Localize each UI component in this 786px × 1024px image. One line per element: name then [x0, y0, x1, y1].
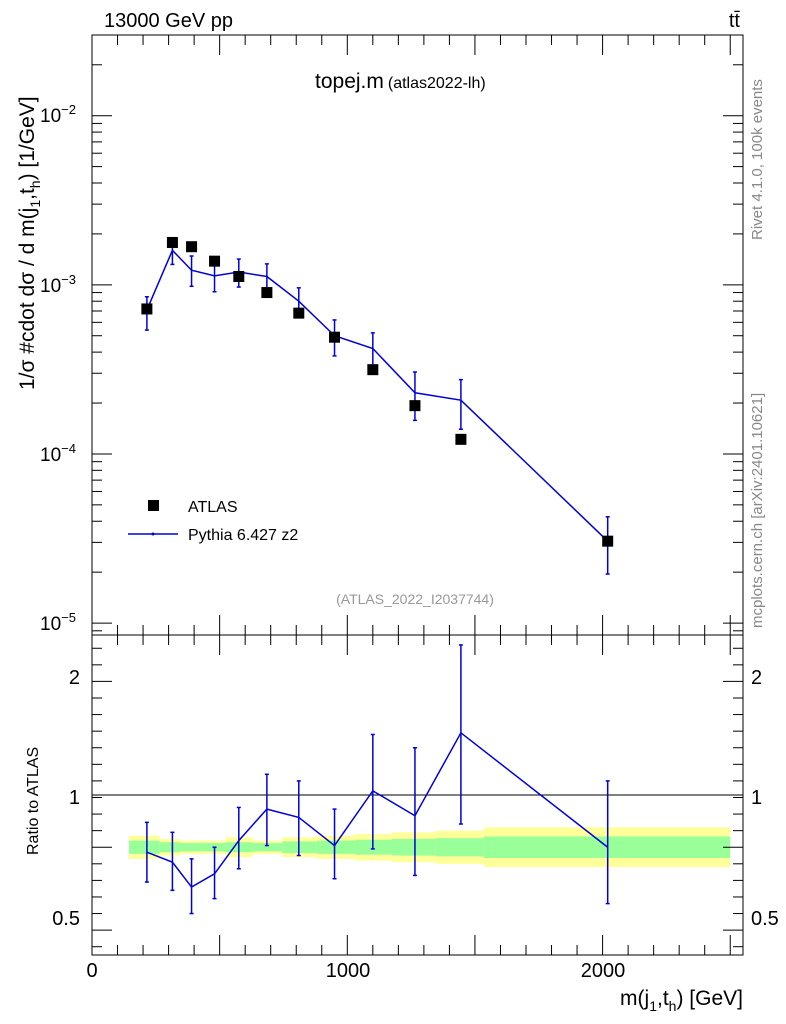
mcplots-label: mcplots.cern.ch [arXiv:2401.10621]: [749, 393, 766, 628]
main-axis-ticks: [91, 34, 743, 635]
x-axis-title: m(j1,th) [GeV]: [620, 987, 743, 1014]
atlas-point-11: [602, 535, 614, 547]
atlas-point-10: [455, 433, 467, 445]
main-atlas-series: [141, 236, 614, 547]
atlas-point-8: [367, 364, 379, 376]
rivet-label: Rivet 4.1.0, 100k events: [749, 79, 766, 240]
ratio-uncertainty-bands: [129, 827, 731, 868]
ratio-band-green-10: [435, 838, 484, 857]
legend-atlas-label: ATLAS: [188, 499, 238, 516]
ratio-pythia-line: [146, 731, 609, 888]
legend-atlas-marker: [148, 500, 159, 511]
ytick-label-1e-3: 10−3: [40, 272, 76, 297]
ratio-band-green-1: [159, 842, 181, 853]
ratio-ytick-1-left: 1: [69, 787, 80, 809]
ytick-label-1e-4: 10−4: [40, 441, 76, 466]
ratio-band-green-2: [180, 843, 202, 852]
atlas-point-6: [293, 307, 305, 319]
ratio-band-green-7: [316, 840, 355, 854]
xtick-label-2000: 2000: [581, 960, 626, 982]
ytick-label-1e-5: 10−5: [40, 610, 76, 635]
atlas-point-4: [233, 270, 245, 282]
ratio-band-green-9: [391, 838, 436, 856]
ratio-y-axis-title: Ratio to ATLAS: [25, 747, 42, 855]
atlas-point-5: [261, 287, 273, 299]
ratio-ytick-2-left: 2: [69, 667, 80, 689]
ratio-pythia-series: [144, 644, 610, 915]
ratio-ytick-2-right: 2: [751, 667, 762, 689]
legend-pythia-marker: [151, 532, 155, 536]
ratio-ytick-05-left: 0.5: [52, 908, 80, 930]
main-pythia-line: [146, 248, 609, 542]
xtick-label-0: 0: [86, 960, 97, 982]
energy-label: 13000 GeV pp: [104, 10, 233, 32]
main-frame: [91, 34, 744, 636]
ratio-ytick-05-right: 0.5: [751, 908, 779, 930]
ratio-band-green-0: [129, 840, 160, 854]
ratio-ytick-1-right: 1: [751, 787, 762, 809]
legend-pythia-label: Pythia 6.427 z2: [188, 527, 298, 544]
analysis-tag: (ATLAS_2022_I2037744): [336, 591, 494, 607]
atlas-point-0: [141, 303, 153, 315]
xtick-label-1000: 1000: [326, 960, 371, 982]
atlas-point-2: [186, 241, 198, 253]
ratio-band-green-5: [252, 843, 283, 852]
atlas-point-7: [329, 331, 341, 343]
atlas-point-3: [209, 255, 221, 267]
main-pythia-series: [144, 237, 610, 575]
ratio-axis-ticks: [91, 635, 743, 955]
atlas-point-1: [166, 236, 178, 248]
plot-title: topej.m (atlas2022-lh): [315, 70, 486, 93]
ytick-label-1e-2: 10−2: [40, 102, 76, 127]
process-label: tt̄: [729, 10, 741, 32]
atlas-point-9: [409, 400, 421, 412]
y-axis-title: 1/σ #cdot dσ / d m(j1,th) [1/GeV]: [16, 96, 43, 390]
